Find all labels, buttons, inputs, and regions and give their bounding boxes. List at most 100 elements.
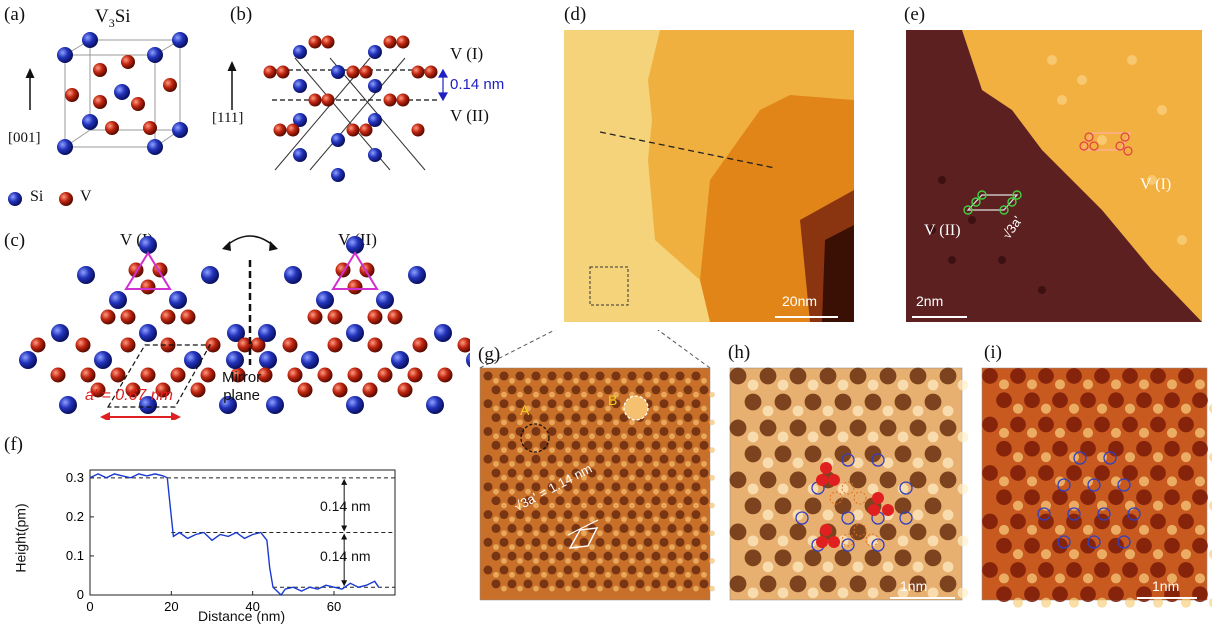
panel-d: (d) 20nm: [560, 0, 860, 325]
si-atom: [259, 351, 277, 369]
panel-g: (g) A B √3a' = 1.14 nm: [470, 330, 715, 618]
defect-label-b: B: [608, 392, 618, 408]
scale-label: 1nm: [1152, 578, 1180, 594]
v-site-marker: [865, 533, 879, 547]
v-marker: [816, 536, 828, 548]
v-atom: [317, 367, 333, 383]
height-profile-chart: 0 20 40 60 0 0.1 0.2 0.3: [66, 469, 396, 614]
v-site-marker: [841, 481, 855, 495]
x-tick-label: 40: [245, 599, 259, 614]
mirror-structures: [19, 235, 470, 420]
v-atom: [160, 309, 176, 325]
v-site-marker: [829, 491, 843, 505]
v-atom: [387, 309, 403, 325]
v-atom: [230, 367, 246, 383]
step-label-2: 0.14 nm: [320, 548, 371, 564]
si-marker: [1097, 507, 1111, 521]
triangle-outline: [331, 251, 379, 290]
si-atoms: [293, 45, 382, 182]
panel-label: (b): [230, 4, 253, 25]
v-atom: [100, 309, 116, 325]
si-marker: [1073, 451, 1087, 465]
step-arrow-icon: [341, 533, 348, 587]
v-marker: [820, 462, 832, 474]
scale-label: 1nm: [900, 578, 928, 594]
v-marker: [828, 474, 840, 486]
si-marker: [1057, 478, 1071, 492]
mirror-arrow-icon: [224, 235, 276, 248]
v-marker: [872, 492, 884, 504]
layer-label-1: V (I): [450, 44, 484, 63]
v-atom: [160, 337, 176, 353]
si-atom: [391, 351, 409, 369]
region-label-v2: V (II): [924, 222, 961, 239]
si-marker: [841, 511, 855, 525]
v-atom: [332, 382, 348, 398]
unit-cell-outline: [106, 344, 212, 408]
panel-label: (d): [564, 4, 587, 25]
spacing-arrow-icon: [437, 68, 449, 102]
si-atom: [169, 291, 187, 309]
x-tick-label: 60: [327, 599, 341, 614]
unit-cell-outline: [568, 527, 599, 549]
x-tick-label: 20: [164, 599, 178, 614]
panel-label: (a): [4, 4, 26, 25]
si-atom: [77, 266, 95, 284]
panel-h: (h) 1nm: [720, 330, 970, 618]
stm-image-d: [564, 30, 854, 322]
v-marker: [828, 536, 840, 548]
si-atom: [434, 324, 452, 342]
mirror-label: Mirror plane: [222, 369, 262, 404]
y-tick-label: 0.2: [66, 509, 84, 524]
si-atom: [346, 396, 364, 414]
v-atom: [397, 382, 413, 398]
panel-e: (e) V (I) V (II) √3a' 2nm: [902, 0, 1207, 325]
v-atom: [347, 279, 363, 295]
lattice-arrow-icon: [100, 412, 181, 420]
sqrt-arrow-icon: [567, 519, 599, 536]
si-atom: [316, 291, 334, 309]
structure-v1: [19, 236, 277, 414]
panel-label: (i): [984, 342, 1002, 363]
v-marker: [816, 474, 828, 486]
si-atom: [201, 266, 219, 284]
v-marker: [820, 524, 832, 536]
v-atom: [205, 337, 221, 353]
si-atom: [266, 396, 284, 414]
si-marker: [1087, 478, 1101, 492]
profile-line: [89, 473, 380, 597]
si-atom: [376, 291, 394, 309]
v-atom: [297, 382, 313, 398]
panel-label: (e): [904, 4, 926, 25]
si-legend-icon: [8, 192, 22, 206]
panel-i: (i) 1nm: [972, 330, 1212, 618]
step-arrow-icon: [341, 478, 348, 532]
direction-label: [001]: [8, 130, 41, 146]
atom-legend: Si V: [6, 188, 126, 212]
triangle-outline: [124, 251, 172, 290]
v-marker: [868, 504, 880, 516]
si-atom: [346, 324, 364, 342]
v-atoms: [263, 35, 438, 137]
panel-label: (g): [478, 344, 501, 365]
stm-image-i: [981, 367, 1212, 608]
si-atom: [184, 351, 202, 369]
si-atom: [227, 324, 245, 342]
v-atom: [200, 367, 216, 383]
v-atom: [282, 337, 298, 353]
y-tick-label: 0.1: [66, 548, 84, 563]
si-atom: [139, 396, 157, 414]
v-marker: [882, 504, 894, 516]
si-marker: [899, 511, 913, 525]
panel-b: (b): [210, 0, 550, 190]
si-marker: [795, 511, 809, 525]
si-atom: [94, 351, 112, 369]
stm-image-e: [906, 30, 1202, 322]
arrowhead-right-icon: [269, 241, 278, 251]
lattice-label: a' = 0.67 nm: [85, 387, 173, 404]
structure-v2: [226, 236, 470, 414]
v-site-marker: [841, 533, 855, 547]
step-label-1: 0.14 nm: [320, 498, 371, 514]
v-atoms: [65, 55, 177, 135]
